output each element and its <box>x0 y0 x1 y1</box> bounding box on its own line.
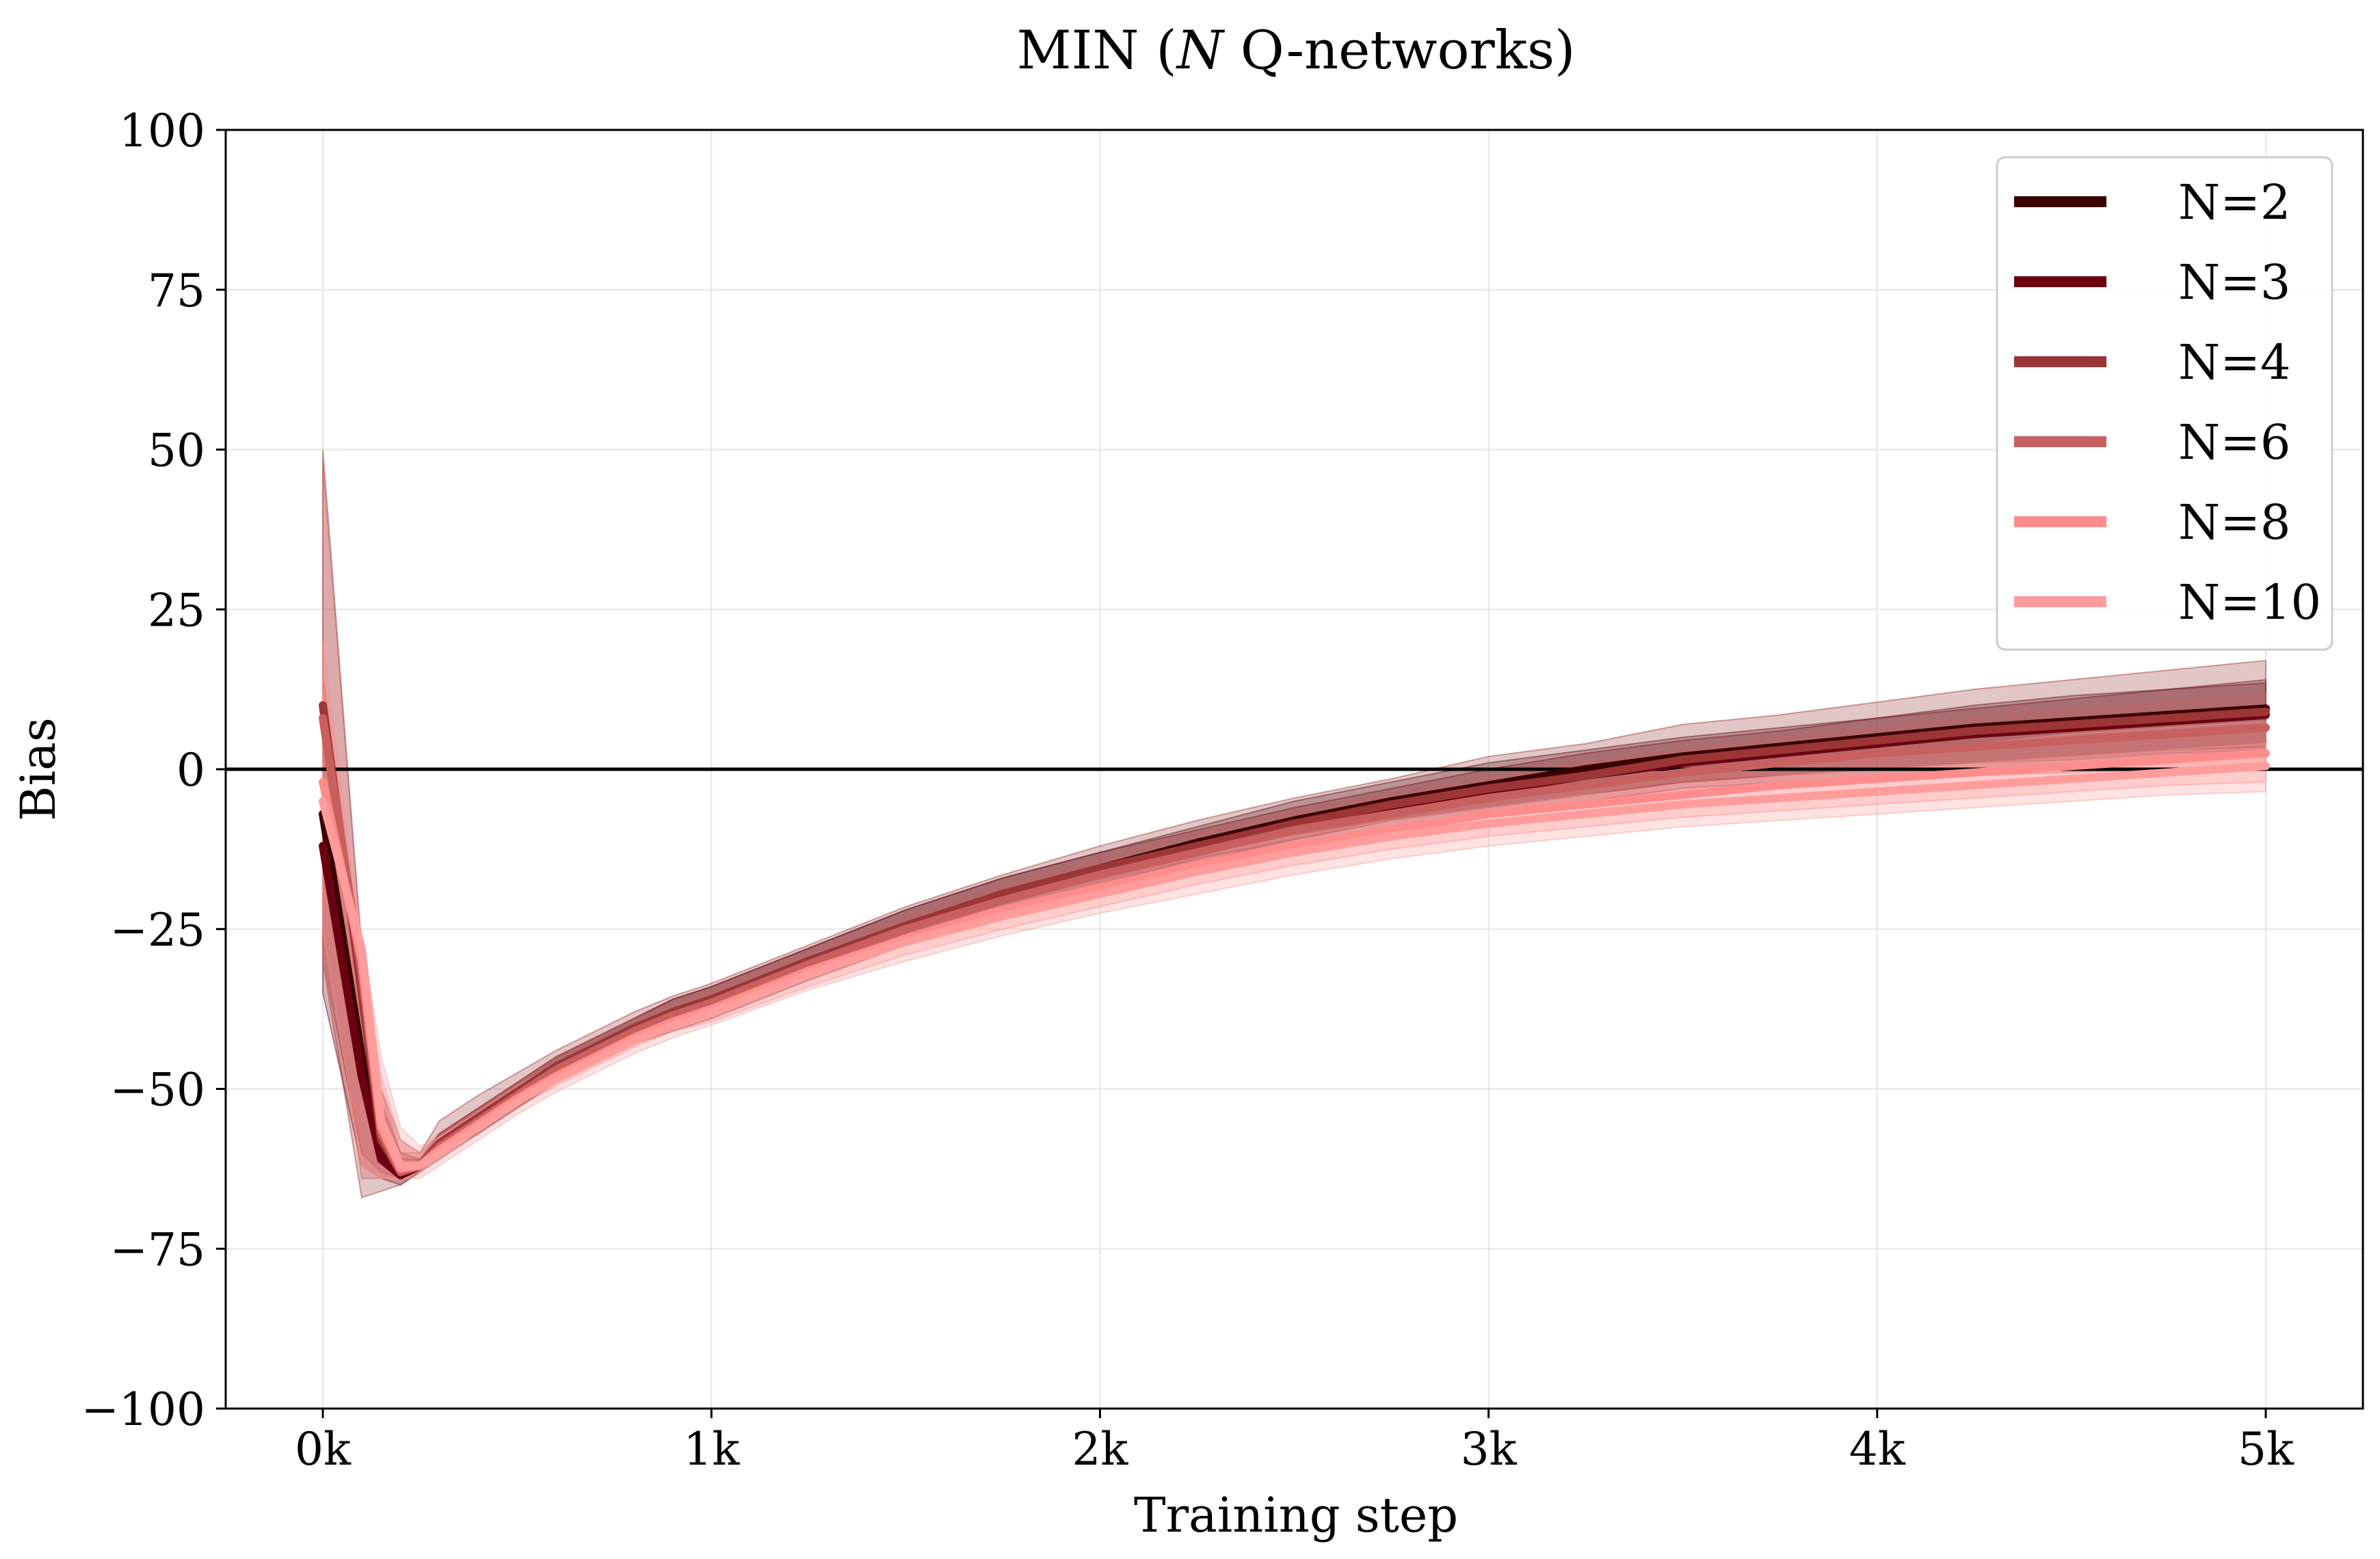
y-axis-label: Bias <box>10 717 66 821</box>
y-tick-label: 100 <box>119 105 205 157</box>
y-tick-label: −25 <box>110 904 205 957</box>
x-tick-label: 5k <box>2238 1423 2295 1476</box>
chart-title: MIN (N Q-networks) <box>1017 20 1576 81</box>
series-lines <box>319 701 2270 1180</box>
y-tick-label: −100 <box>81 1383 205 1436</box>
line-n-10 <box>319 762 2270 1170</box>
y-tick-label: 0 <box>176 744 205 797</box>
y-axis-ticks: 100 75 50 25 0 −25 −50 −75 −100 <box>81 105 226 1436</box>
x-tick-label: 0k <box>295 1423 352 1476</box>
y-tick-label: 75 <box>148 265 205 317</box>
x-axis-label: Training step <box>1134 1487 1458 1543</box>
y-tick-label: −75 <box>110 1223 205 1276</box>
legend: N=2 N=3 N=4 N=6 N=8 N=10 <box>1996 156 2333 651</box>
y-tick-label: 50 <box>148 425 205 477</box>
legend-label: N=10 <box>2178 574 2321 630</box>
y-tick-label: 25 <box>148 584 205 637</box>
legend-label: N=6 <box>2178 414 2290 470</box>
x-axis-ticks: 0k 1k 2k 3k 4k 5k <box>295 1409 2295 1476</box>
x-tick-label: 2k <box>1072 1423 1128 1476</box>
legend-label: N=4 <box>2178 334 2290 390</box>
legend-label: N=2 <box>2178 174 2290 230</box>
legend-label: N=8 <box>2178 494 2290 550</box>
x-tick-label: 1k <box>683 1423 740 1476</box>
x-tick-label: 4k <box>1849 1423 1906 1476</box>
legend-label: N=3 <box>2178 254 2290 310</box>
y-tick-label: −50 <box>110 1064 205 1117</box>
x-tick-label: 3k <box>1461 1423 1518 1476</box>
